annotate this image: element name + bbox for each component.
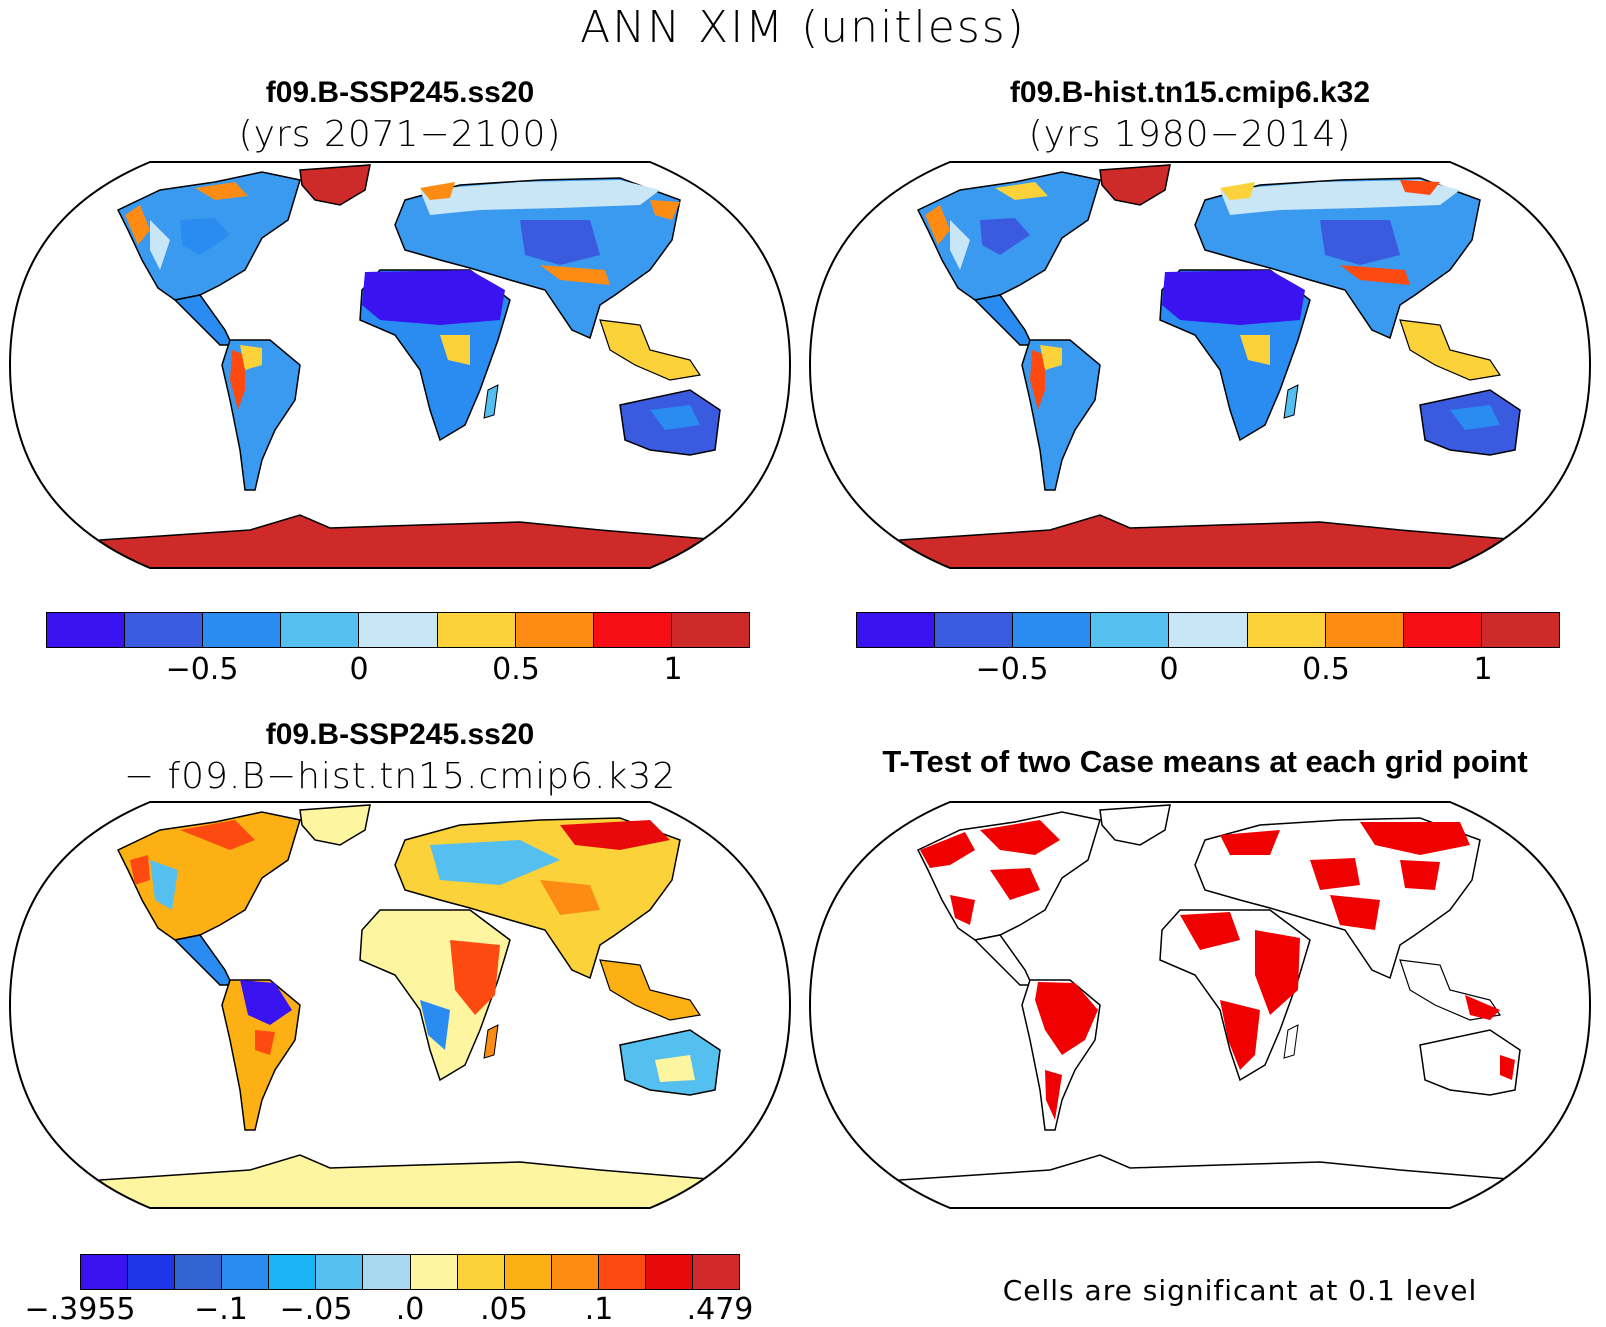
colorbar-tick-label: −.05 — [279, 1292, 353, 1327]
colorbar-swatch — [551, 1255, 599, 1289]
colorbar-swatch — [81, 1255, 129, 1289]
colorbar-top-left-labels: −0.5 0 0.5 1 — [46, 652, 750, 692]
colorbar-swatch — [1481, 613, 1559, 647]
colorbar-swatch — [437, 613, 516, 647]
colorbar-swatch — [645, 1255, 694, 1289]
colorbar-tick-label: 0 — [349, 652, 369, 687]
panel-subtitle-top-left: (yrs 2071−2100) — [238, 114, 562, 155]
colorbar-top-left — [46, 612, 750, 648]
colorbar-tick-label: .0 — [395, 1292, 425, 1327]
colorbar-tick-label: 1 — [663, 652, 683, 687]
colorbar-swatch — [593, 613, 672, 647]
panel-subtitle-bottom-left: − f09.B−hist.tn15.cmip6.k32 — [123, 756, 677, 797]
colorbar-swatch — [504, 1255, 552, 1289]
map-bottom-right — [808, 801, 1592, 1209]
colorbar-swatch — [1091, 613, 1170, 647]
colorbar-swatch — [125, 613, 204, 647]
colorbar-swatch — [359, 613, 438, 647]
colorbar-swatch — [1247, 613, 1326, 647]
colorbar-swatch — [1325, 613, 1404, 647]
colorbar-tick-label: .1 — [584, 1292, 614, 1327]
panel-title-bottom-right: T-Test of two Case means at each grid po… — [882, 744, 1528, 779]
colorbar-bottom-left-labels: −.3955 −.1 −.05 .0 .05 .1 .479 — [24, 1292, 753, 1327]
colorbar-bottom-left — [80, 1254, 740, 1290]
colorbar-swatch — [935, 613, 1014, 647]
colorbar-tick-label: .479 — [686, 1292, 754, 1327]
colorbar-swatch — [281, 613, 360, 647]
colorbar-tick-label: 0.5 — [492, 652, 540, 687]
colorbar-swatch — [175, 1255, 223, 1289]
colorbar-tick-label: −0.5 — [975, 652, 1049, 687]
colorbar-swatch — [203, 613, 282, 647]
figure-title: ANN XIM (unitless) — [580, 2, 1026, 53]
significance-note: Cells are significant at 0.1 level — [1002, 1274, 1478, 1307]
colorbar-swatch — [222, 1255, 270, 1289]
map-top-left — [8, 161, 792, 569]
colorbar-swatch — [1169, 613, 1248, 647]
panel-subtitle-top-right: (yrs 1980−2014) — [1028, 114, 1352, 155]
colorbar-swatch — [316, 1255, 364, 1289]
panel-title-top-left: f09.B-SSP245.ss20 — [265, 76, 535, 109]
colorbar-swatch — [1013, 613, 1092, 647]
colorbar-swatch — [515, 613, 594, 647]
colorbar-swatch — [47, 613, 126, 647]
colorbar-swatch — [693, 1255, 740, 1289]
colorbar-swatch — [1403, 613, 1482, 647]
panel-title-top-right: f09.B-hist.tn15.cmip6.k32 — [1009, 76, 1371, 109]
colorbar-tick-label: −0.5 — [165, 652, 239, 687]
colorbar-swatch — [671, 613, 749, 647]
colorbar-tick-label: −.3955 — [24, 1292, 136, 1327]
colorbar-swatch — [457, 1255, 505, 1289]
colorbar-swatch — [128, 1255, 176, 1289]
map-bottom-left — [8, 801, 792, 1209]
colorbar-swatch — [269, 1255, 317, 1289]
colorbar-tick-label: 0.5 — [1302, 652, 1350, 687]
panel-title-bottom-left: f09.B-SSP245.ss20 — [265, 718, 535, 751]
colorbar-swatch — [410, 1255, 458, 1289]
colorbar-tick-label: 1 — [1473, 652, 1493, 687]
colorbar-swatch — [857, 613, 936, 647]
colorbar-tick-label: 0 — [1159, 652, 1179, 687]
colorbar-top-right-labels: −0.5 0 0.5 1 — [856, 652, 1560, 692]
colorbar-tick-label: −.1 — [194, 1292, 248, 1327]
colorbar-swatch — [363, 1255, 411, 1289]
colorbar-top-right — [856, 612, 1560, 648]
colorbar-swatch — [598, 1255, 646, 1289]
colorbar-tick-label: .05 — [480, 1292, 528, 1327]
map-top-right — [808, 161, 1592, 569]
